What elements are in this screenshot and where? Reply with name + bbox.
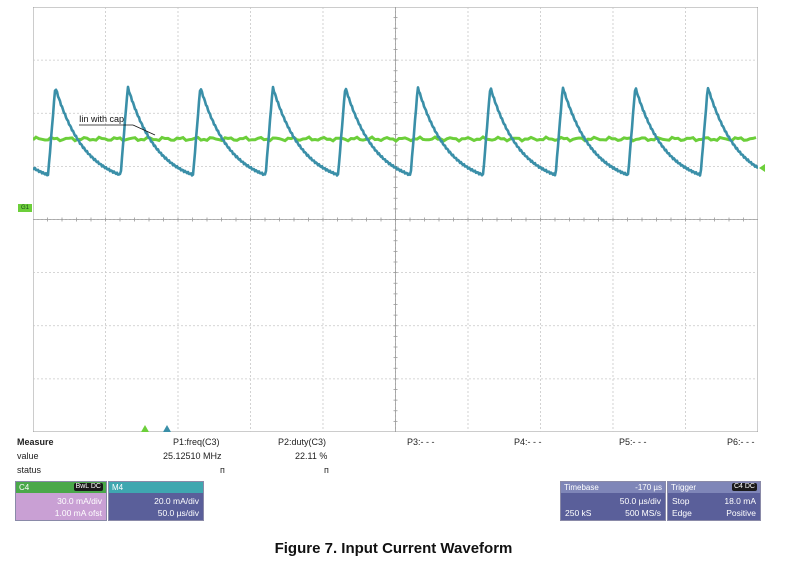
measure-p2-label[interactable]: P2:duty(C3): [278, 437, 327, 447]
trigger-slope: Positive: [726, 508, 756, 518]
trace-input-current: [33, 85, 758, 177]
measure-p1-value: 25.12510 MHz: [163, 451, 222, 461]
figure-caption: Figure 7. Input Current Waveform: [274, 540, 513, 557]
measure-p2-status: ᴨ: [324, 465, 329, 475]
measure-title: Measure: [17, 437, 54, 447]
math-m4-time: 50.0 µs/div: [157, 508, 199, 518]
measure-p1-label[interactable]: P1:freq(C3): [173, 437, 220, 447]
measure-p1-status: ᴨ: [220, 465, 225, 475]
math-m4-panel[interactable]: M4 20.0 mA/div 50.0 µs/div: [108, 481, 204, 521]
waveform-plot: Iin with cap: [33, 7, 758, 432]
level-marker-right: [759, 164, 765, 172]
timebase-title: Timebase: [564, 483, 599, 492]
trace-label-iin-with-cap: Iin with cap: [79, 114, 124, 124]
trigger-position-marker-blue: [163, 425, 171, 432]
timebase-div: 50.0 µs/div: [619, 496, 661, 506]
channel-c4-header: C4 BwL DC: [16, 482, 106, 493]
trace-flat-green: [33, 135, 757, 143]
traces: [33, 85, 758, 177]
trigger-title: Trigger: [671, 483, 697, 492]
channel-c4-offset: 1.00 mA ofst: [54, 508, 102, 518]
trigger-type: Edge: [672, 508, 692, 518]
measure-panel: Measure value status P1:freq(C3) 25.1251…: [15, 436, 765, 480]
measure-p4-label[interactable]: P4:- - -: [514, 437, 542, 447]
label-leader-line: [132, 124, 156, 136]
timebase-value: -170 µs: [635, 483, 662, 492]
math-m4-header: M4: [109, 482, 203, 493]
measure-row-value: value: [17, 451, 39, 461]
measure-p6-label[interactable]: P6:- - -: [727, 437, 755, 447]
annotations: Iin with cap: [79, 114, 156, 136]
timebase-header: Timebase -170 µs: [561, 482, 665, 493]
channel-c4-scale: 30.0 mA/div: [57, 496, 102, 506]
trigger-header: Trigger C4 DC: [668, 482, 760, 493]
channel-c4-badge: BwL DC: [73, 483, 103, 491]
channel-c4-panel[interactable]: C4 BwL DC 30.0 mA/div 1.00 mA ofst: [15, 481, 107, 521]
timebase-samples: 250 kS: [565, 508, 592, 518]
math-m4-scale: 20.0 mA/div: [154, 496, 199, 506]
math-m4-name: M4: [112, 483, 124, 492]
measure-row-status: status: [17, 465, 42, 475]
trigger-position-marker-green: [141, 425, 149, 432]
trigger-mode: Stop: [672, 496, 690, 506]
measure-p3-label[interactable]: P3:- - -: [407, 437, 435, 447]
oscilloscope-screen: Iin with cap: [33, 7, 758, 432]
measure-p5-label[interactable]: P5:- - -: [619, 437, 647, 447]
trigger-level: 18.0 mA: [724, 496, 756, 506]
timebase-panel[interactable]: Timebase -170 µs 50.0 µs/div 250 kS 500 …: [560, 481, 666, 521]
graticule: [33, 7, 758, 432]
timebase-rate: 500 MS/s: [625, 508, 661, 518]
channel-c4-name: C4: [19, 483, 30, 492]
measure-p2-value: 22.11 %: [295, 451, 328, 461]
ground-marker-left: G1: [18, 204, 32, 212]
trigger-panel[interactable]: Trigger C4 DC Stop 18.0 mA Edge Positive: [667, 481, 761, 521]
trigger-badge: C4 DC: [731, 483, 757, 491]
